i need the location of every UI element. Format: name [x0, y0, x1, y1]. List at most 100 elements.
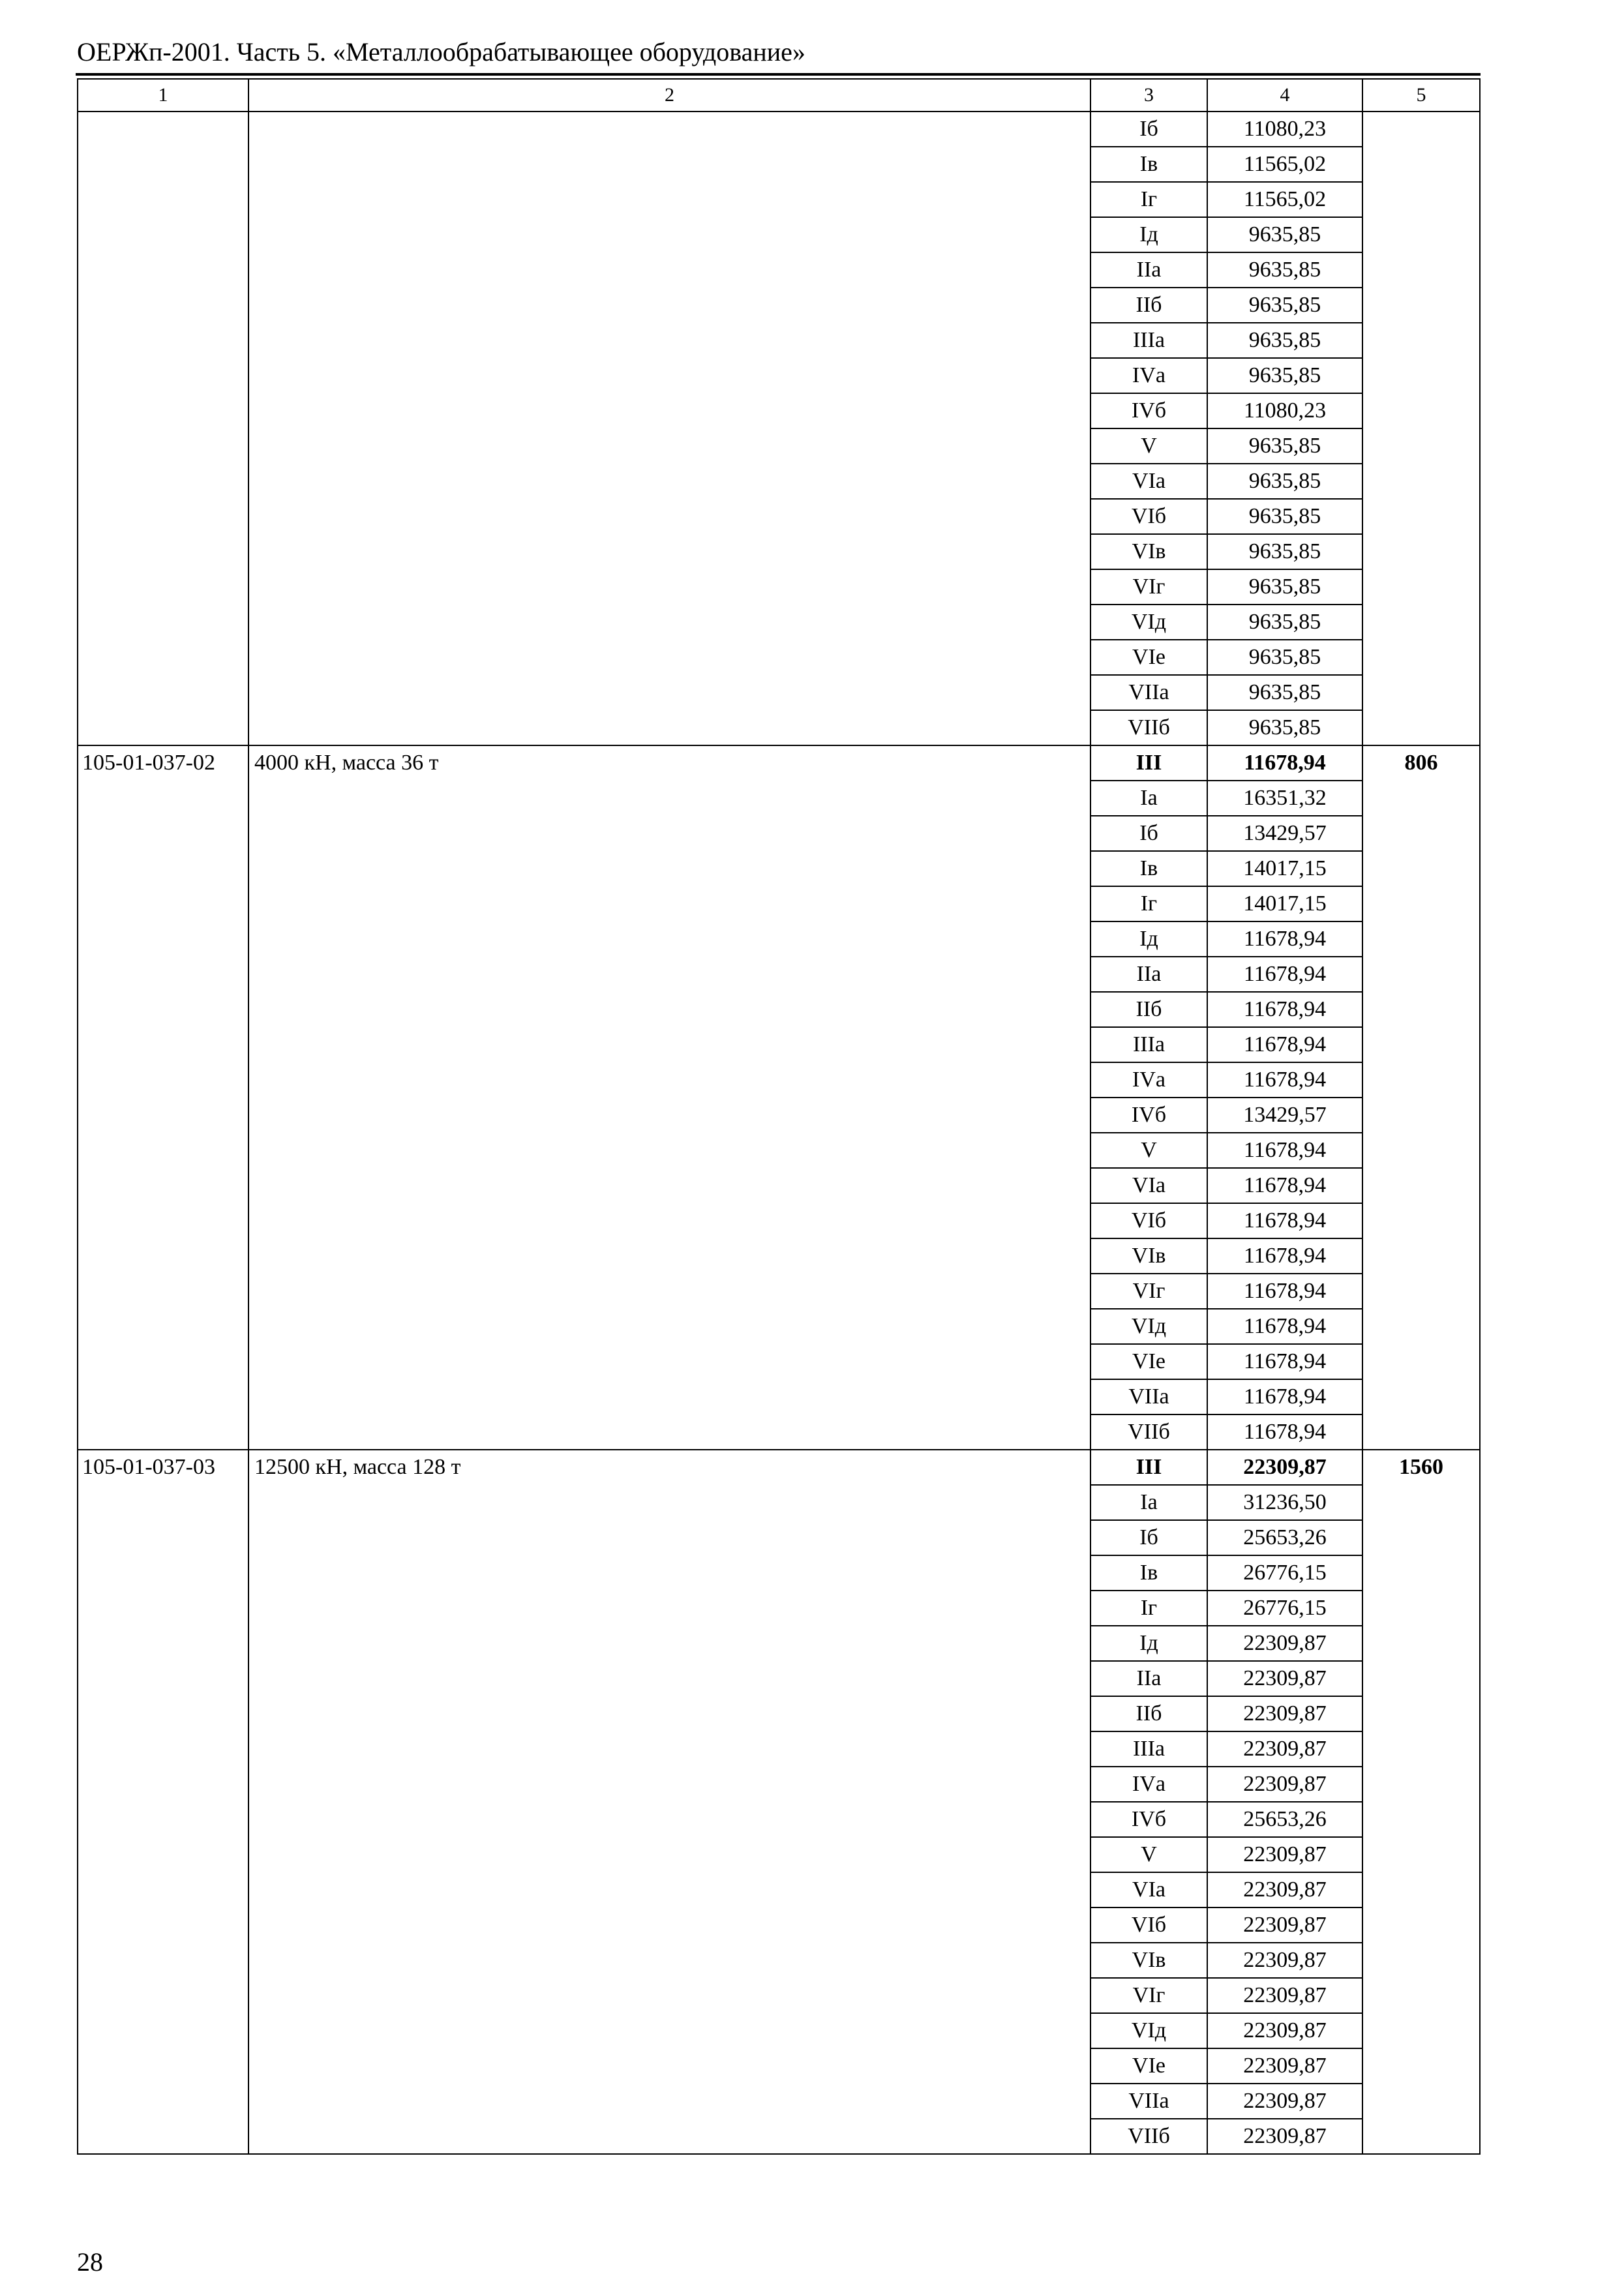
region-cell: IIIа: [1090, 322, 1208, 359]
value-cell: 22309,87: [1207, 1836, 1363, 1873]
value-cell: 9635,85: [1207, 252, 1363, 288]
region-cell: Iд: [1090, 921, 1208, 957]
value-cell: 22309,87: [1207, 1449, 1363, 1486]
region-cell: Iг: [1090, 181, 1208, 218]
table-row: Iг 14017,15: [78, 886, 1480, 922]
region-cell: VIг: [1090, 569, 1208, 605]
table-row: VIе 22309,87: [78, 2048, 1480, 2084]
value-cell: 9635,85: [1207, 357, 1363, 394]
column-number-row: 1 2 3 4 5: [77, 78, 1481, 112]
region-cell: VIв: [1090, 1942, 1208, 1979]
region-cell: VIIа: [1090, 1379, 1208, 1415]
table-row: VIд 22309,87: [78, 2012, 1480, 2049]
region-cell: Iг: [1090, 886, 1208, 922]
item-code: 105-01-037-02: [77, 745, 249, 1450]
table-row: VIIа 22309,87: [78, 2083, 1480, 2119]
region-cell: IIIа: [1090, 1026, 1208, 1063]
region-cell: Iв: [1090, 1555, 1208, 1591]
region-cell: IVа: [1090, 1766, 1208, 1803]
table-row: VIг 22309,87: [78, 1977, 1480, 2014]
value-cell: 26776,15: [1207, 1555, 1363, 1591]
table-row: VIв 22309,87: [78, 1942, 1480, 1979]
price-table: 1 2 3 4 5 Iб 11080,23 Iв 11565,02 Iг 11565,02…: [77, 78, 1481, 2155]
region-cell: Iв: [1090, 850, 1208, 887]
value-cell: 13429,57: [1207, 1097, 1363, 1133]
value-cell: 22309,87: [1207, 1977, 1363, 2014]
value-cell: 11678,94: [1207, 1203, 1363, 1239]
region-cell: III: [1090, 745, 1208, 781]
region-cell: VIб: [1090, 1907, 1208, 1943]
table-row: Iв 26776,15: [78, 1555, 1480, 1591]
table-row: IIа 9635,85: [78, 252, 1480, 288]
value-cell: 31236,50: [1207, 1484, 1363, 1521]
value-cell: 11678,94: [1207, 1026, 1363, 1063]
value-cell: 11678,94: [1207, 1343, 1363, 1380]
table-row: VIIб 9635,85: [78, 710, 1480, 746]
region-cell: VIа: [1090, 463, 1208, 500]
region-cell: IIб: [1090, 1696, 1208, 1732]
table-row: Iг 26776,15: [78, 1590, 1480, 1626]
region-cell: Iд: [1090, 217, 1208, 253]
item-description: 12500 кН, масса 128 т: [248, 1449, 1091, 2155]
value-cell: 11678,94: [1207, 1132, 1363, 1169]
table-row: Iд 9635,85: [78, 217, 1480, 253]
value-cell: 9635,85: [1207, 710, 1363, 746]
region-cell: VIд: [1090, 1308, 1208, 1345]
table-row: IVб 25653,26: [78, 1801, 1480, 1838]
table-row: Iа 16351,32: [78, 780, 1480, 816]
title-rule: [76, 73, 1481, 76]
value-cell: 9635,85: [1207, 322, 1363, 359]
value-cell: 9635,85: [1207, 639, 1363, 676]
value-cell: 25653,26: [1207, 1801, 1363, 1838]
value-cell: 9635,85: [1207, 287, 1363, 323]
table-row: 105-01-037-02 4000 кН, масса 36 т III 11678…: [77, 745, 1481, 1450]
value-cell: 11678,94: [1207, 956, 1363, 993]
table-row: VIг 9635,85: [78, 569, 1480, 605]
value-cell: 22309,87: [1207, 1660, 1363, 1697]
table-row: VIа 11678,94: [78, 1167, 1480, 1204]
value-cell: 11678,94: [1207, 991, 1363, 1028]
value-cell: 11565,02: [1207, 146, 1363, 183]
region-cell: IIIа: [1090, 1731, 1208, 1767]
table-row: VIв 11678,94: [78, 1238, 1480, 1274]
table-row: IIIа 9635,85: [78, 322, 1480, 359]
region-cell: V: [1090, 428, 1208, 464]
region-cell: VIе: [1090, 639, 1208, 676]
region-cell: Iб: [1090, 111, 1208, 147]
table-row: V 11678,94: [78, 1132, 1480, 1169]
table-row: VIв 9635,85: [78, 533, 1480, 570]
value-cell: 22309,87: [1207, 1907, 1363, 1943]
value-cell: 22309,87: [1207, 1942, 1363, 1979]
table-row: IVб 11080,23: [78, 393, 1480, 429]
table-row: VIе 11678,94: [78, 1343, 1480, 1380]
column-header: 4: [1207, 78, 1363, 112]
table-row: Iа 31236,50: [78, 1484, 1480, 1521]
table-row: VIа 9635,85: [78, 463, 1480, 500]
region-cell: IIа: [1090, 956, 1208, 993]
region-cell: VIв: [1090, 533, 1208, 570]
table-row: IVа 11678,94: [78, 1062, 1480, 1098]
value-cell: 11678,94: [1207, 1273, 1363, 1309]
region-cell: V: [1090, 1132, 1208, 1169]
table-row: IIа 22309,87: [78, 1660, 1480, 1697]
column-header: 5: [1362, 78, 1481, 112]
table-row: IVа 22309,87: [78, 1766, 1480, 1803]
table-row: VIIа 9635,85: [78, 674, 1480, 711]
region-cell: VIб: [1090, 498, 1208, 535]
region-cell: Iд: [1090, 1625, 1208, 1662]
region-cell: VIе: [1090, 1343, 1208, 1380]
value-cell: 22309,87: [1207, 2048, 1363, 2084]
value-cell: 9635,85: [1207, 428, 1363, 464]
region-cell: IVб: [1090, 1801, 1208, 1838]
page-number: 28: [77, 2247, 103, 2277]
table-row: Iд 11678,94: [78, 921, 1480, 957]
table-row: IVб 13429,57: [78, 1097, 1480, 1133]
value-cell: 22309,87: [1207, 1766, 1363, 1803]
value-cell: 9635,85: [1207, 463, 1363, 500]
table-row: VIб 9635,85: [78, 498, 1480, 535]
value-cell: 11080,23: [1207, 393, 1363, 429]
item-price: 806: [1362, 745, 1481, 1450]
region-cell: IIа: [1090, 252, 1208, 288]
table-row: IIб 22309,87: [78, 1696, 1480, 1732]
region-cell: VIа: [1090, 1167, 1208, 1204]
